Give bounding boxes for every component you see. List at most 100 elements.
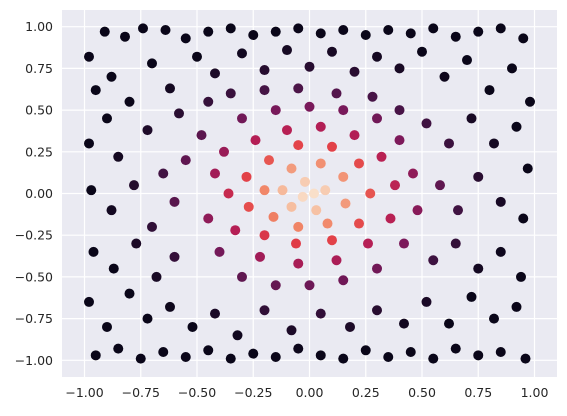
data-point — [248, 30, 259, 41]
data-point — [507, 63, 517, 74]
data-point — [394, 63, 405, 74]
data-point — [304, 61, 315, 72]
data-point — [444, 318, 454, 329]
data-point — [405, 28, 416, 39]
data-point — [142, 313, 153, 324]
data-point — [394, 135, 405, 146]
data-point — [250, 135, 261, 146]
data-point — [304, 280, 315, 291]
data-point — [450, 343, 461, 354]
data-point — [349, 66, 360, 77]
y-tick-label: 0.25 — [25, 144, 53, 159]
data-point — [399, 318, 409, 329]
x-tick-label: −0.75 — [122, 385, 160, 400]
data-point — [421, 296, 432, 307]
data-point — [203, 213, 214, 224]
data-point — [259, 185, 270, 196]
data-point — [363, 238, 373, 249]
y-tick-label: 0.50 — [25, 103, 53, 118]
data-point — [489, 313, 499, 324]
data-point — [268, 211, 279, 222]
data-point — [203, 96, 214, 107]
data-point — [225, 88, 236, 99]
data-point — [196, 130, 207, 141]
data-point — [270, 105, 281, 116]
data-point — [138, 23, 148, 34]
data-point — [304, 101, 315, 112]
data-point — [255, 251, 265, 262]
data-point — [291, 238, 301, 249]
data-point — [408, 168, 418, 179]
data-point — [84, 138, 94, 149]
x-tick-label: 0.75 — [464, 385, 492, 400]
data-point — [331, 88, 342, 99]
data-point — [84, 51, 94, 62]
data-point — [360, 30, 371, 41]
data-point — [360, 345, 371, 356]
data-point — [518, 213, 529, 224]
data-point — [466, 291, 477, 302]
data-point — [124, 288, 135, 299]
data-point — [315, 121, 326, 132]
data-point — [338, 105, 349, 116]
data-point — [277, 185, 288, 196]
y-tick-label: −1.00 — [15, 353, 53, 368]
data-point — [232, 330, 243, 341]
data-point — [390, 180, 400, 191]
data-point — [203, 26, 214, 37]
data-point — [113, 151, 124, 162]
data-point — [383, 351, 394, 362]
data-point — [484, 85, 495, 96]
data-point — [473, 350, 484, 361]
data-point — [106, 205, 117, 216]
data-point — [158, 346, 169, 357]
data-point — [372, 305, 382, 316]
data-point — [453, 205, 463, 216]
data-point — [345, 321, 355, 332]
data-point — [282, 125, 292, 136]
data-point — [417, 46, 427, 57]
data-point — [394, 105, 405, 116]
data-point — [293, 83, 304, 94]
data-point — [160, 25, 171, 36]
data-point — [331, 255, 342, 266]
data-point — [286, 325, 297, 336]
data-point — [270, 26, 281, 37]
data-point — [259, 65, 270, 76]
data-point — [428, 353, 439, 364]
data-point — [372, 263, 382, 274]
data-point — [270, 351, 281, 362]
data-point — [428, 255, 439, 266]
y-tick-label: −0.25 — [15, 228, 53, 243]
data-point — [169, 196, 180, 207]
data-point — [327, 235, 337, 246]
data-point — [214, 246, 225, 257]
data-point — [338, 25, 349, 36]
data-point — [248, 348, 259, 359]
data-point — [120, 31, 130, 42]
data-point — [525, 96, 535, 107]
x-tick-label: 1.00 — [521, 385, 549, 400]
data-point — [210, 168, 220, 179]
data-point — [102, 321, 112, 332]
data-point — [473, 263, 484, 274]
x-tick-label: −0.50 — [178, 385, 216, 400]
y-tick-label: −0.75 — [15, 311, 53, 326]
data-point — [435, 180, 445, 191]
data-point — [237, 113, 247, 124]
data-point — [518, 33, 529, 44]
data-point — [264, 155, 274, 166]
x-tick-label: −0.25 — [234, 385, 272, 400]
data-point — [223, 188, 234, 199]
data-point — [349, 130, 360, 141]
data-point — [102, 113, 112, 124]
data-point — [372, 113, 382, 124]
data-point — [90, 350, 101, 361]
data-point — [225, 23, 236, 34]
x-tick-label: 0.00 — [296, 385, 324, 400]
data-point — [106, 71, 117, 82]
x-tick-label: −1.00 — [65, 385, 103, 400]
data-point — [489, 138, 499, 149]
data-point — [180, 351, 191, 362]
data-points — [84, 23, 535, 364]
